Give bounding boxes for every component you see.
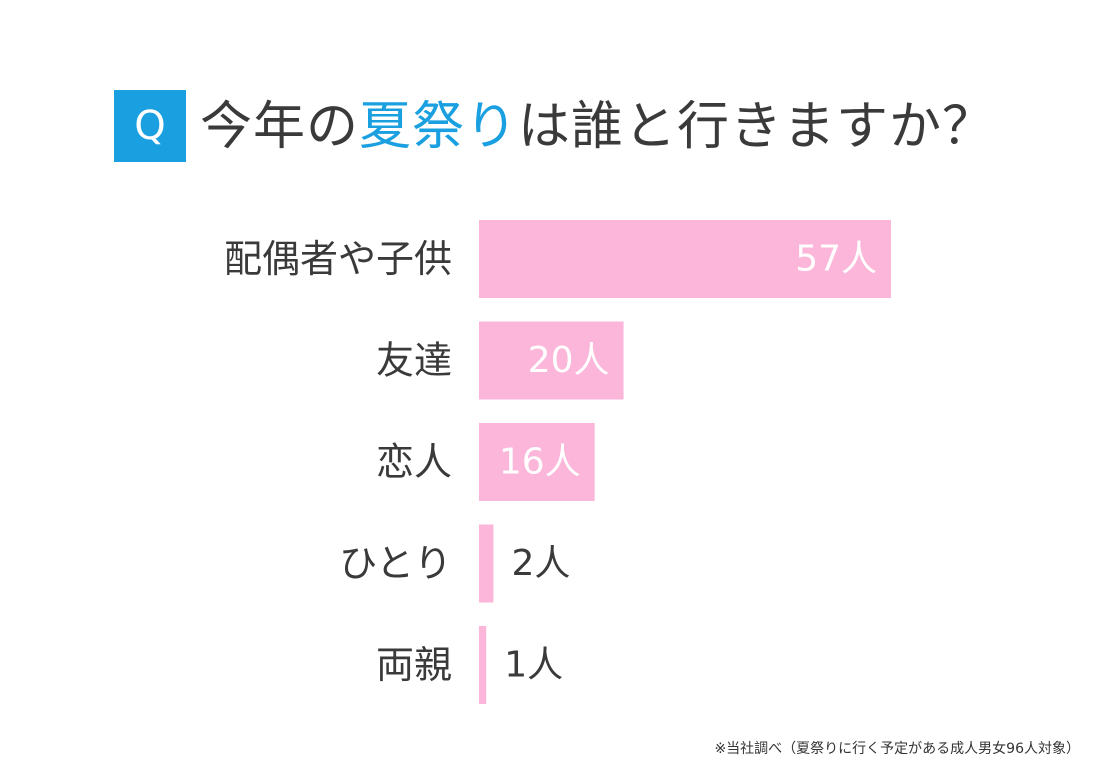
question-suffix: は誰と行きますか？ xyxy=(518,97,996,157)
question-prefix: 今年の xyxy=(200,97,360,157)
category-label-4: ひとり xyxy=(339,542,452,586)
question-highlight: 夏祭り xyxy=(359,97,519,157)
data-label-3: 16人 xyxy=(499,442,581,483)
data-label-1: 57人 xyxy=(795,239,877,280)
data-label-2: 20人 xyxy=(528,340,610,381)
category-label-1: 配偶者や子供 xyxy=(224,237,452,281)
data-label-4: 2人 xyxy=(511,543,570,584)
category-label-5: 両親 xyxy=(376,643,452,687)
bar-4 xyxy=(479,524,494,603)
bar-1 xyxy=(479,220,891,298)
bar-5 xyxy=(479,626,487,704)
category-label-3: 恋人 xyxy=(376,440,452,484)
question-title: 今年の夏祭りは誰と行きますか？ xyxy=(200,88,995,166)
data-label-5: 1人 xyxy=(504,645,563,686)
question-badge: Q xyxy=(114,90,186,162)
bar-3 xyxy=(479,423,595,501)
footnote: ※当社調べ（夏祭りに行く予定がある成人男女96人対象） xyxy=(714,741,1080,757)
bar-2 xyxy=(479,321,624,400)
category-label-2: 友達 xyxy=(376,339,452,383)
